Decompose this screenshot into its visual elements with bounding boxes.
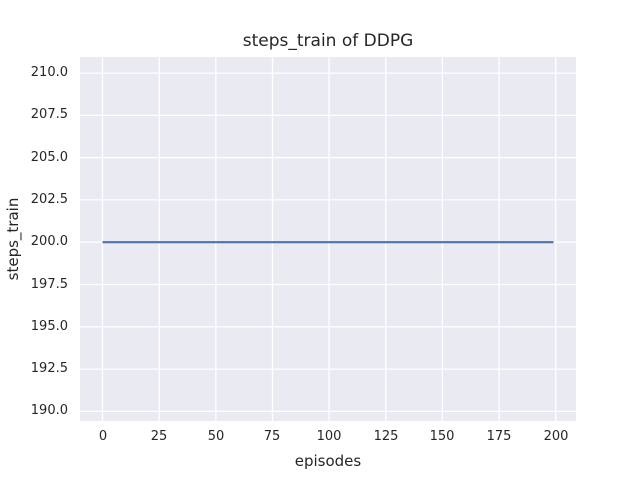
y-tick-label: 202.5 [30, 192, 68, 207]
y-tick-label: 205.0 [30, 150, 68, 165]
y-tick-label: 195.0 [30, 319, 68, 334]
y-tick-label: 192.5 [30, 361, 68, 376]
y-tick-label: 200.0 [30, 234, 68, 249]
x-tick-label: 175 [486, 429, 512, 444]
x-tick-label: 200 [543, 429, 569, 444]
x-tick-label: 0 [98, 429, 108, 444]
plot-area [80, 57, 576, 421]
y-tick-label: 190.0 [30, 403, 68, 418]
x-tick-label: 75 [263, 429, 281, 444]
plot-canvas [80, 57, 576, 421]
x-axis-label: episodes [294, 452, 362, 470]
x-tick-label: 100 [316, 429, 342, 444]
x-tick-label: 150 [429, 429, 455, 444]
x-tick-label: 25 [150, 429, 168, 444]
y-tick-label: 210.0 [30, 65, 68, 80]
y-tick-label: 197.5 [30, 277, 68, 292]
y-tick-label: 207.5 [30, 107, 68, 122]
chart-title: steps_train of DDPG [242, 31, 414, 51]
x-tick-label: 50 [207, 429, 225, 444]
x-tick-label: 125 [373, 429, 399, 444]
